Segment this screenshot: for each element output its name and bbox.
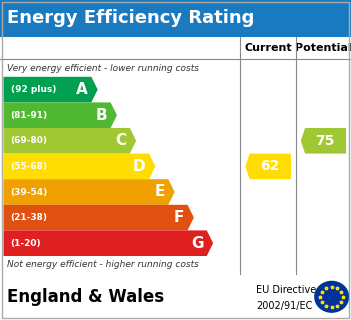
Polygon shape: [4, 154, 155, 179]
Text: F: F: [174, 210, 184, 225]
FancyBboxPatch shape: [0, 0, 351, 37]
Polygon shape: [4, 205, 194, 230]
Polygon shape: [4, 179, 175, 205]
Text: EU Directive: EU Directive: [256, 285, 317, 295]
Text: (39-54): (39-54): [11, 188, 48, 196]
Text: 75: 75: [316, 134, 335, 148]
Text: (21-38): (21-38): [11, 213, 47, 222]
Text: 62: 62: [260, 159, 280, 173]
Polygon shape: [301, 128, 346, 154]
Polygon shape: [4, 77, 98, 102]
FancyBboxPatch shape: [0, 37, 351, 59]
Text: (55-68): (55-68): [11, 162, 47, 171]
Text: (92 plus): (92 plus): [11, 85, 56, 94]
Polygon shape: [4, 230, 213, 256]
Polygon shape: [4, 128, 136, 154]
Text: E: E: [154, 185, 165, 199]
Text: (69-80): (69-80): [11, 136, 47, 145]
Circle shape: [315, 282, 349, 312]
Text: Not energy efficient - higher running costs: Not energy efficient - higher running co…: [7, 260, 199, 269]
Text: 2002/91/EC: 2002/91/EC: [256, 301, 313, 311]
Text: D: D: [133, 159, 146, 174]
Text: England & Wales: England & Wales: [7, 288, 164, 306]
Text: Energy Efficiency Rating: Energy Efficiency Rating: [7, 9, 254, 28]
Text: (81-91): (81-91): [11, 111, 48, 120]
Polygon shape: [4, 102, 117, 128]
Text: B: B: [95, 108, 107, 123]
Text: G: G: [191, 236, 203, 251]
Text: Current: Current: [244, 43, 292, 53]
Text: Very energy efficient - lower running costs: Very energy efficient - lower running co…: [7, 63, 199, 73]
Text: Potential: Potential: [295, 43, 351, 53]
Text: A: A: [76, 82, 88, 97]
Polygon shape: [245, 154, 291, 179]
FancyBboxPatch shape: [0, 274, 351, 320]
Text: C: C: [115, 133, 126, 148]
Text: (1-20): (1-20): [11, 239, 41, 248]
